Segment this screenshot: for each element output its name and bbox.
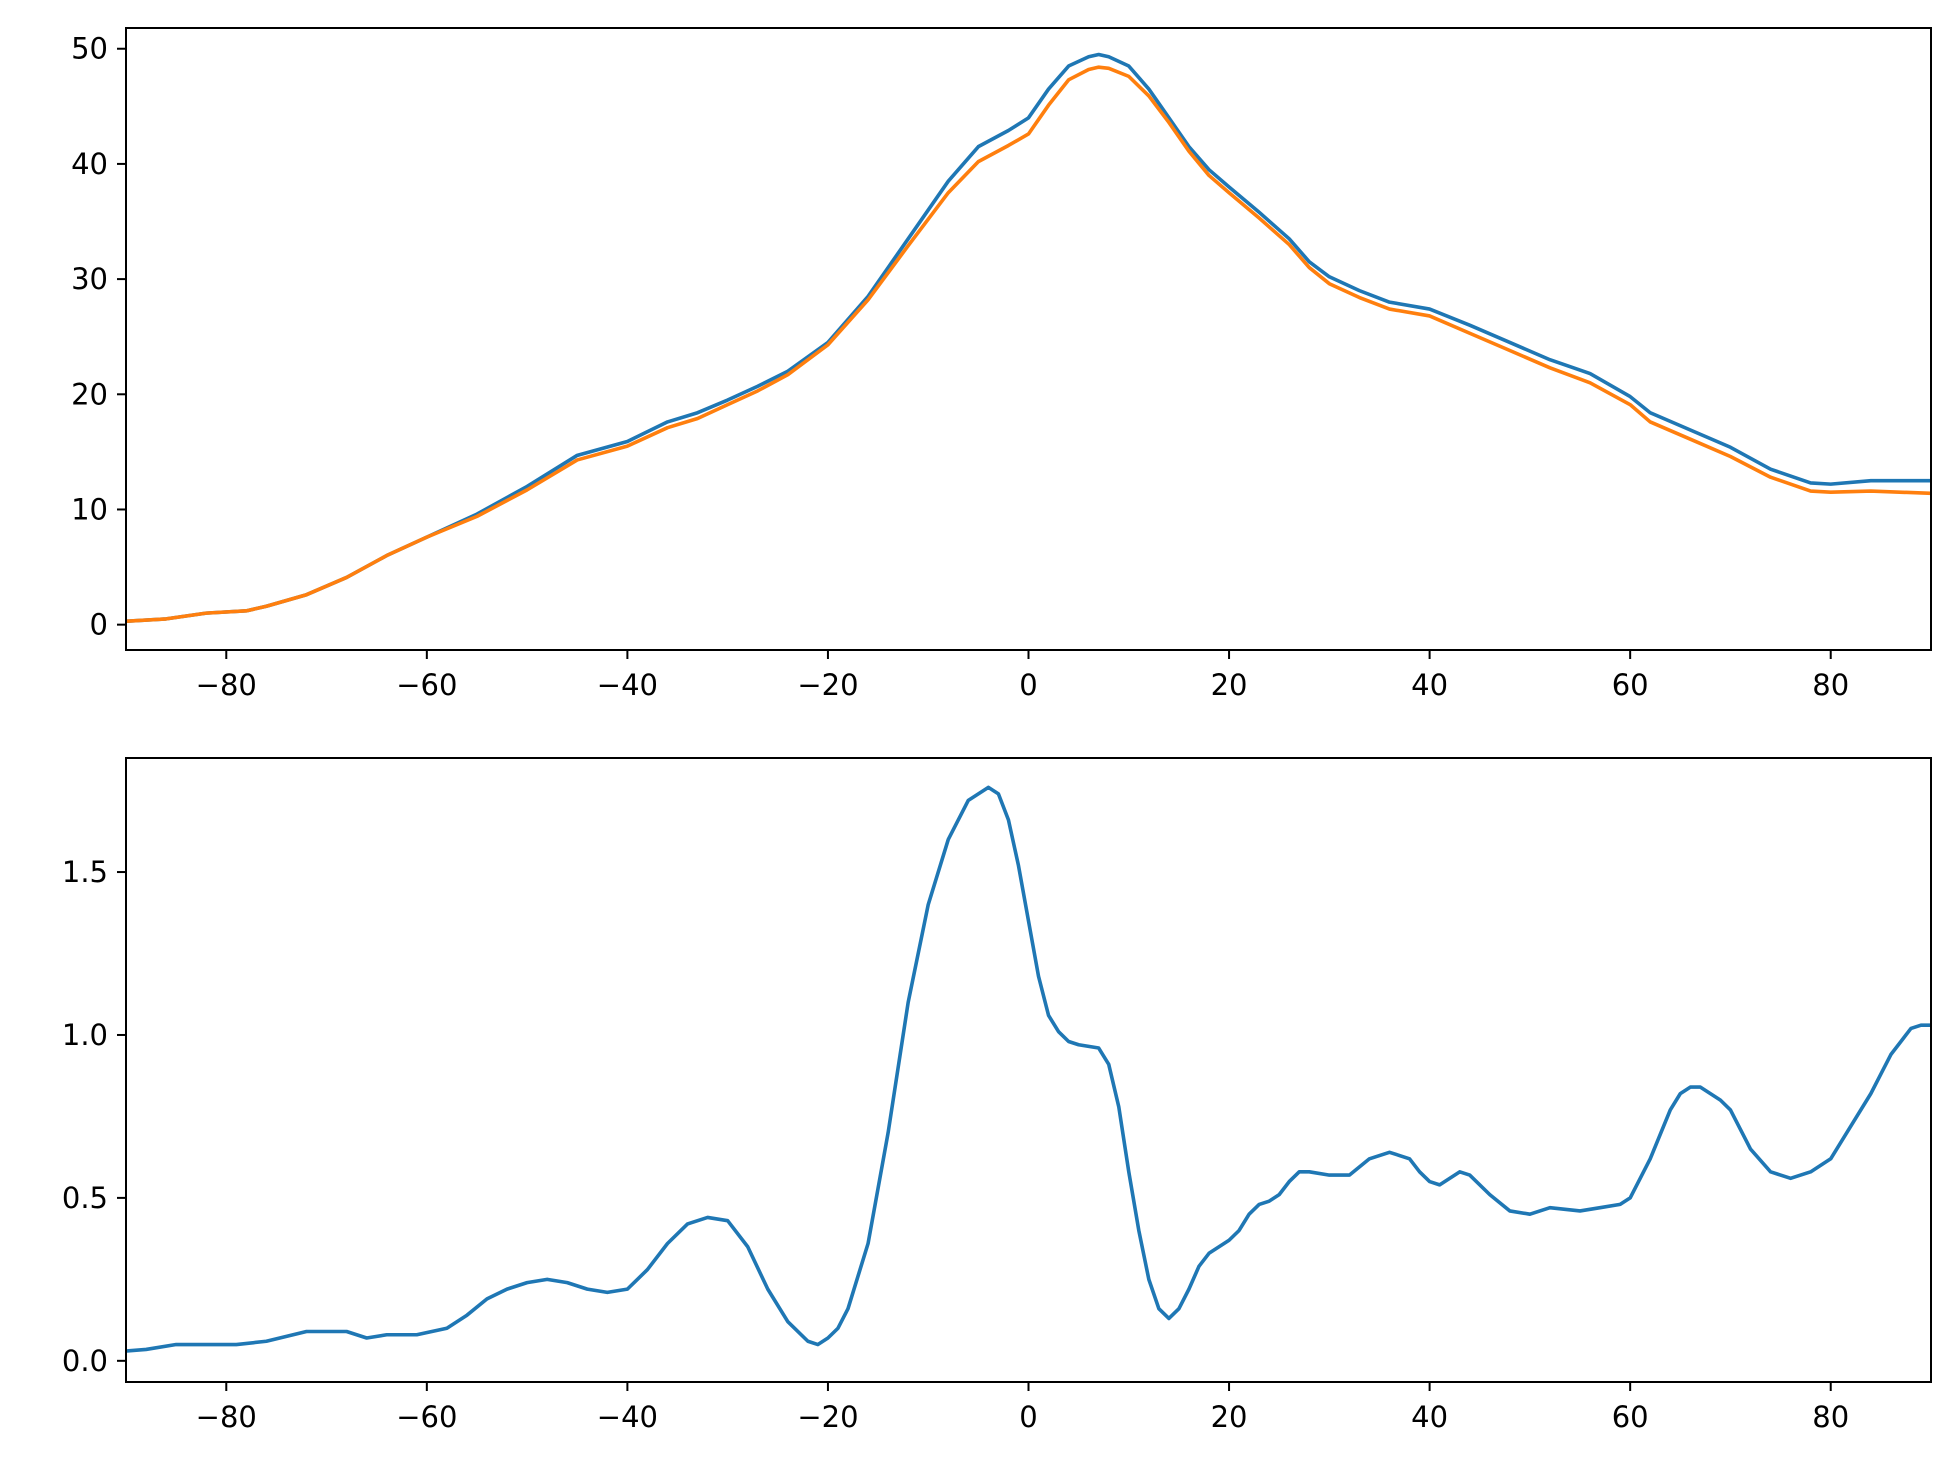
y-tick-label: 20 bbox=[71, 377, 108, 411]
x-tick-label: 40 bbox=[1411, 668, 1448, 702]
x-tick-label: 60 bbox=[1612, 668, 1649, 702]
x-tick-label: 60 bbox=[1612, 1400, 1649, 1434]
series-line-2 bbox=[126, 65, 1931, 623]
x-tick-label: 80 bbox=[1812, 668, 1849, 702]
x-tick-label: −60 bbox=[396, 668, 457, 702]
x-tick-label: 20 bbox=[1211, 1400, 1248, 1434]
y-tick-label: 0.0 bbox=[62, 1344, 108, 1378]
y-tick-label: 50 bbox=[71, 32, 108, 66]
x-tick-label: −80 bbox=[196, 668, 257, 702]
y-tick-label: 40 bbox=[71, 147, 108, 181]
y-tick-label: 1.5 bbox=[62, 855, 108, 889]
x-tick-label: −40 bbox=[597, 1400, 658, 1434]
y-tick-label: 0.5 bbox=[62, 1181, 108, 1215]
y-tick-label: 0 bbox=[90, 608, 108, 642]
x-tick-label: 80 bbox=[1812, 1400, 1849, 1434]
x-tick-label: 0 bbox=[1019, 668, 1037, 702]
x-tick-label: 20 bbox=[1211, 668, 1248, 702]
y-tick-label: 1.0 bbox=[62, 1018, 108, 1052]
x-tick-label: −20 bbox=[797, 1400, 858, 1434]
x-tick-label: 0 bbox=[1019, 1400, 1037, 1434]
x-tick-label: 40 bbox=[1411, 1400, 1448, 1434]
x-tick-label: −20 bbox=[797, 668, 858, 702]
x-tick-label: −60 bbox=[396, 1400, 457, 1434]
series-line-1 bbox=[126, 785, 1931, 1353]
y-tick-label: 30 bbox=[71, 262, 108, 296]
bottom-subplot: −80 −60 −40 −20 0 20 40 60 80 0.0 0.5 1.0 1.5 bbox=[62, 757, 1932, 1434]
series-line-1 bbox=[126, 52, 1931, 623]
y-tick-label: 10 bbox=[71, 492, 108, 526]
top-subplot: −80 −60 −40 −20 0 20 40 60 80 0 10 20 30 40 50 bbox=[71, 27, 1932, 702]
x-tick-label: −40 bbox=[597, 668, 658, 702]
x-tick-label: −80 bbox=[196, 1400, 257, 1434]
